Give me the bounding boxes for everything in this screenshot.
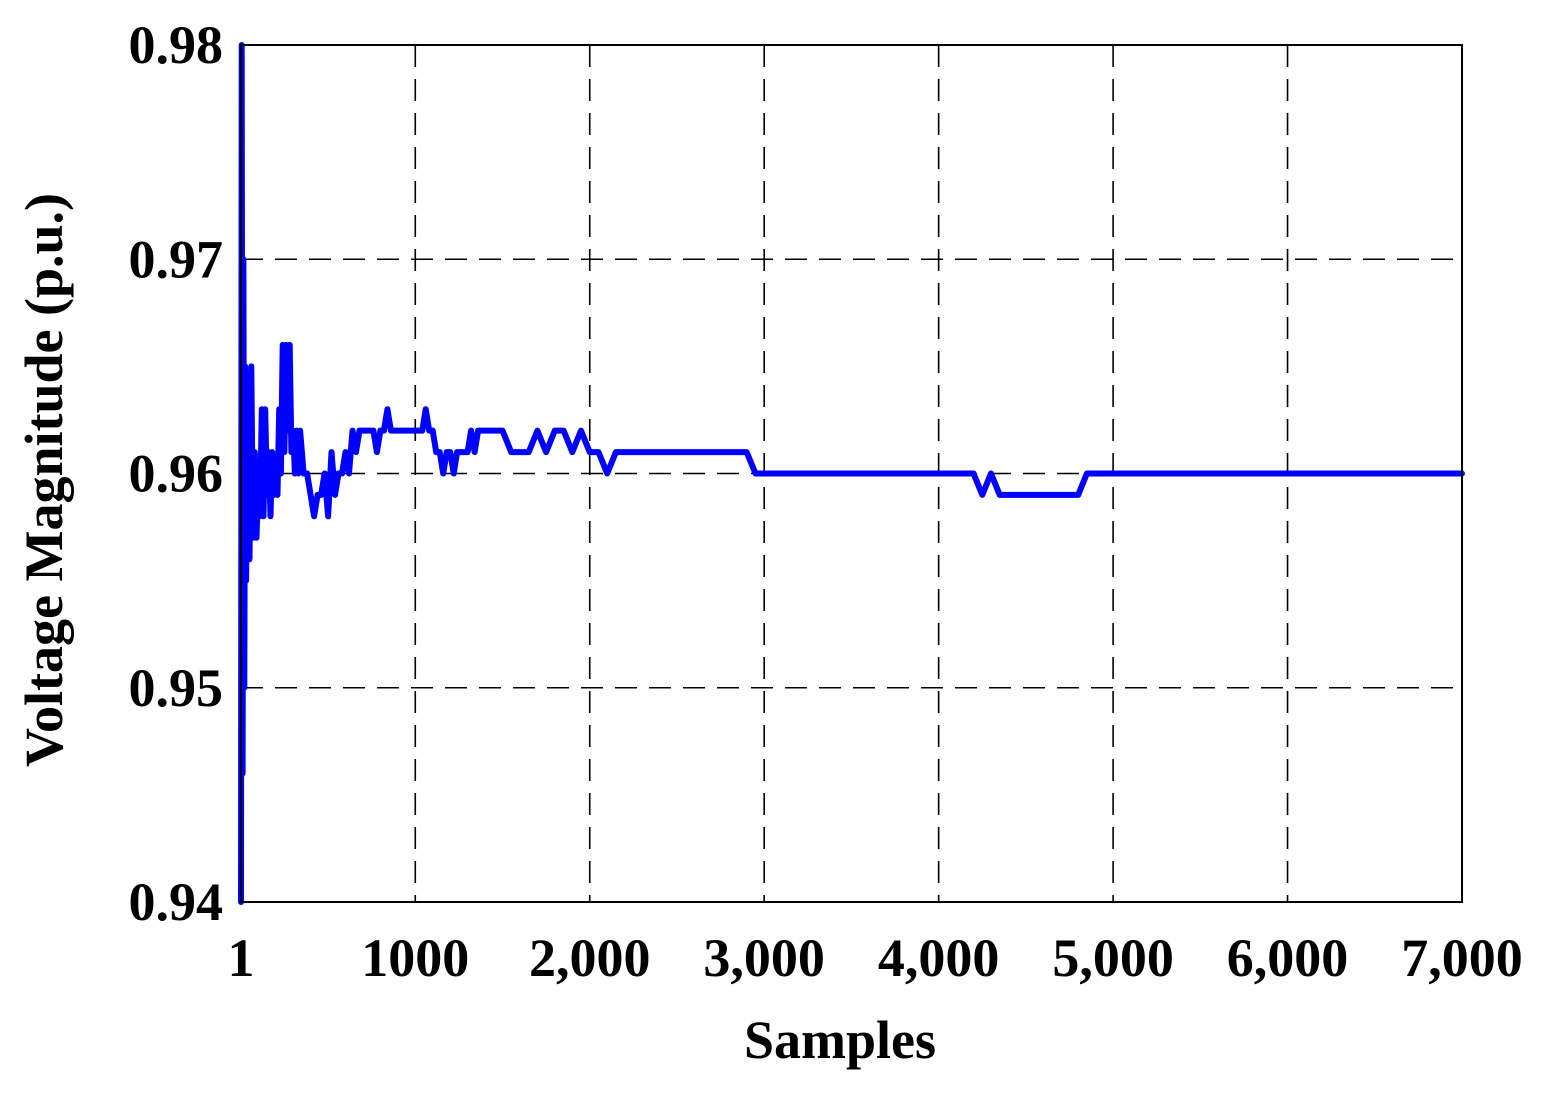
x-tick-label: 1 xyxy=(228,928,255,988)
x-axis-label: Samples xyxy=(744,1010,936,1070)
x-tick-label: 4,000 xyxy=(878,928,1000,988)
x-tick-label: 3,000 xyxy=(703,928,825,988)
series-layer xyxy=(238,42,1465,905)
y-tick-label: 0.95 xyxy=(129,658,224,718)
y-tick-labels: 0.94 0.95 0.96 0.97 0.98 xyxy=(129,15,224,932)
series-line xyxy=(238,42,1465,905)
x-tick-label: 5,000 xyxy=(1052,928,1174,988)
x-tick-labels: 1 1000 2,000 3,000 4,000 5,000 6,000 7,000 xyxy=(228,928,1523,988)
x-tick-label: 7,000 xyxy=(1401,928,1523,988)
y-axis-label: Voltage Magnitude (p.u.) xyxy=(14,193,74,767)
y-tick-label: 0.96 xyxy=(129,444,224,504)
x-tick-label: 1000 xyxy=(361,928,469,988)
y-tick-label: 0.97 xyxy=(129,229,224,289)
x-tick-label: 6,000 xyxy=(1227,928,1349,988)
x-tick-label: 2,000 xyxy=(529,928,651,988)
y-tick-label: 0.94 xyxy=(129,872,224,932)
plot-frame xyxy=(240,44,1463,903)
y-tick-label: 0.98 xyxy=(129,15,224,75)
